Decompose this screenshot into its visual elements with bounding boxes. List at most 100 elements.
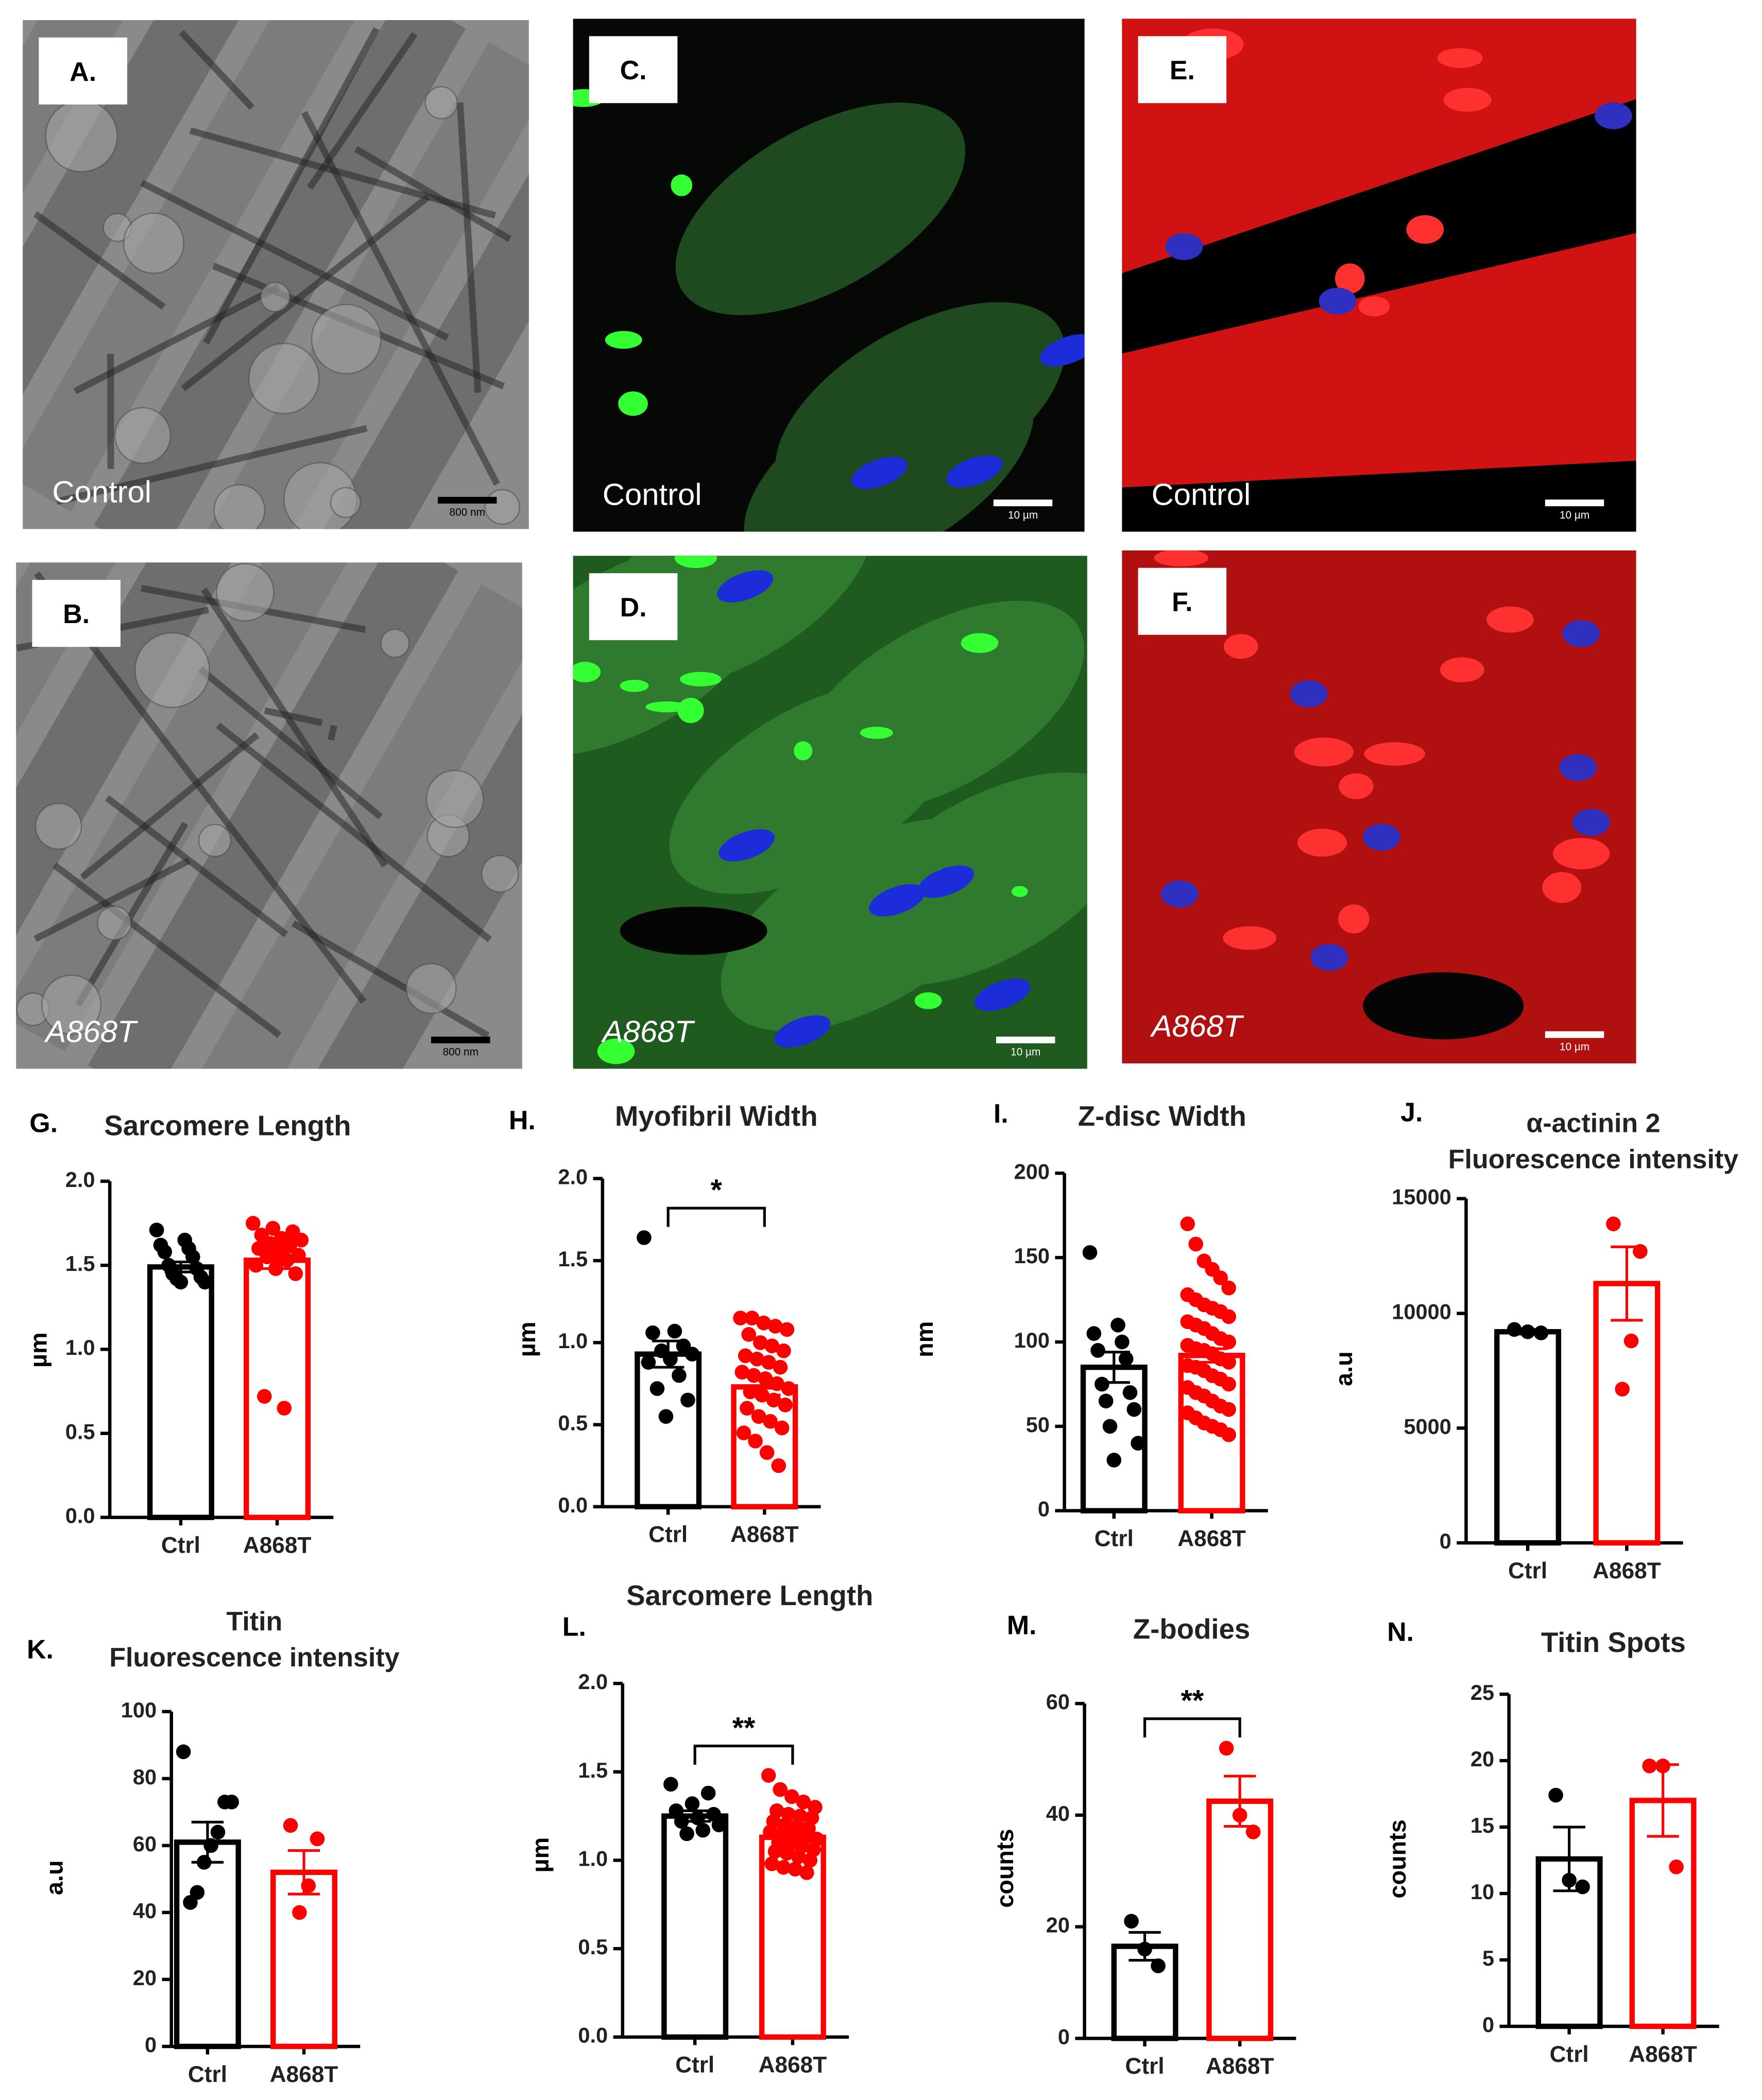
- panel-caption: A868T: [44, 1014, 139, 1049]
- y-tick-label: 0.5: [578, 1935, 608, 1959]
- data-point: [748, 1434, 763, 1449]
- myofibril: [262, 634, 522, 1069]
- bar: [1206, 1798, 1274, 2041]
- data-point: [217, 1795, 232, 1810]
- chart-title: Myofibril Width: [615, 1100, 818, 1132]
- y-tick-label: 25: [1470, 1680, 1494, 1705]
- data-point: [672, 1368, 687, 1383]
- x-tick-label: Ctrl: [1508, 1558, 1547, 1583]
- y-tick-label: 5000: [1404, 1414, 1451, 1438]
- data-point: [755, 1387, 769, 1403]
- bar: [1593, 1281, 1661, 1546]
- mitochondrion: [260, 282, 291, 313]
- z-line: [292, 920, 490, 1039]
- significance-label: **: [732, 1711, 756, 1744]
- data-point: [764, 1856, 779, 1871]
- data-point: [743, 1384, 758, 1400]
- y-tick-label: 0: [145, 2033, 157, 2057]
- chart-title: Sarcomere Length: [626, 1580, 873, 1611]
- data-point: [1213, 1270, 1228, 1285]
- micrograph: F. A868T 10 µm: [1122, 550, 1636, 1064]
- data-point: [791, 1849, 806, 1864]
- data-point: [246, 1216, 261, 1231]
- scale-bar: [1545, 1031, 1604, 1038]
- panel-label: A.: [70, 57, 96, 87]
- data-point: [738, 1348, 753, 1364]
- spot: [597, 1038, 635, 1064]
- y-tick-label: 0: [1482, 2012, 1494, 2037]
- bracket: [693, 1744, 794, 1765]
- data-point: [663, 1351, 678, 1367]
- nucleus: [918, 865, 974, 898]
- data-point: [294, 1232, 309, 1248]
- significance-bracket: **: [693, 1711, 794, 1765]
- scale-bar: [993, 500, 1053, 507]
- spot: [914, 992, 942, 1009]
- y-tick-label: 1.5: [578, 1758, 608, 1782]
- myofibril: [94, 20, 466, 529]
- data-point: [733, 1311, 748, 1326]
- y-tick-label: 0: [1058, 2024, 1070, 2049]
- y-tick-label: 80: [133, 1765, 157, 1789]
- y-tick-label: 0.0: [558, 1493, 588, 1517]
- image-texture: [1122, 19, 1636, 488]
- spot: [1294, 737, 1354, 767]
- y-axis-label: µm: [514, 1321, 540, 1357]
- spot: [645, 701, 689, 713]
- nucleus: [1039, 334, 1085, 367]
- data-point: [291, 1248, 306, 1263]
- data-point: [1188, 1236, 1204, 1252]
- image-texture: [16, 562, 522, 1069]
- panel-label: J.: [1400, 1098, 1423, 1128]
- z-line: [306, 32, 418, 190]
- spot: [1406, 215, 1444, 244]
- x-tick-label: A868T: [1629, 2042, 1697, 2067]
- chart-title: Sarcomere Length: [104, 1110, 351, 1141]
- spot: [605, 331, 642, 349]
- fiber: [843, 772, 1087, 985]
- data-point: [203, 1838, 218, 1853]
- y-tick-label: 2.0: [65, 1167, 95, 1192]
- spot: [1542, 872, 1582, 903]
- data-point: [1642, 1758, 1657, 1774]
- chart-title: Titin Spots: [1541, 1627, 1686, 1658]
- data-point: [149, 1223, 164, 1237]
- data-point: [1098, 1393, 1114, 1408]
- data-point: [637, 1230, 652, 1245]
- data-point: [1102, 1419, 1118, 1434]
- panel-caption: A868T: [601, 1014, 696, 1049]
- data-point: [1122, 1385, 1138, 1400]
- x-tick-label: A868T: [759, 2053, 827, 2078]
- image-background: [1122, 550, 1636, 1064]
- y-tick-label: 10: [1470, 1880, 1494, 1904]
- mitochondrion: [213, 484, 266, 529]
- data-point: [736, 1425, 751, 1440]
- mitochondrion: [405, 962, 457, 1014]
- scale-bar: [996, 1036, 1055, 1043]
- data-point: [645, 1325, 660, 1340]
- panel-label-box: [39, 37, 127, 105]
- data-point: [1124, 1914, 1139, 1929]
- mitochondrion: [96, 905, 132, 941]
- panel-label-box: [589, 573, 678, 641]
- y-tick-label: 1.5: [65, 1251, 95, 1276]
- nucleus: [869, 884, 926, 917]
- data-point: [746, 1368, 761, 1383]
- mitochondrion: [123, 212, 185, 274]
- spot: [1437, 48, 1483, 68]
- y-tick-label: 200: [1014, 1159, 1050, 1183]
- data-point: [758, 1371, 773, 1386]
- data-point: [1232, 1808, 1247, 1823]
- mitochondrion: [425, 769, 484, 829]
- mitochondrion: [114, 407, 172, 464]
- x-tick-label: A868T: [1206, 2054, 1274, 2079]
- data-point: [1137, 1941, 1152, 1957]
- data-point: [779, 1846, 794, 1861]
- nucleus: [1165, 233, 1203, 260]
- y-tick-label: 0.5: [65, 1419, 95, 1443]
- x-tick-label: A868T: [1593, 1558, 1661, 1583]
- panel-caption: A868T: [1150, 1009, 1245, 1043]
- nucleus: [717, 570, 774, 603]
- bar: [244, 1258, 311, 1520]
- data-point: [796, 1794, 811, 1810]
